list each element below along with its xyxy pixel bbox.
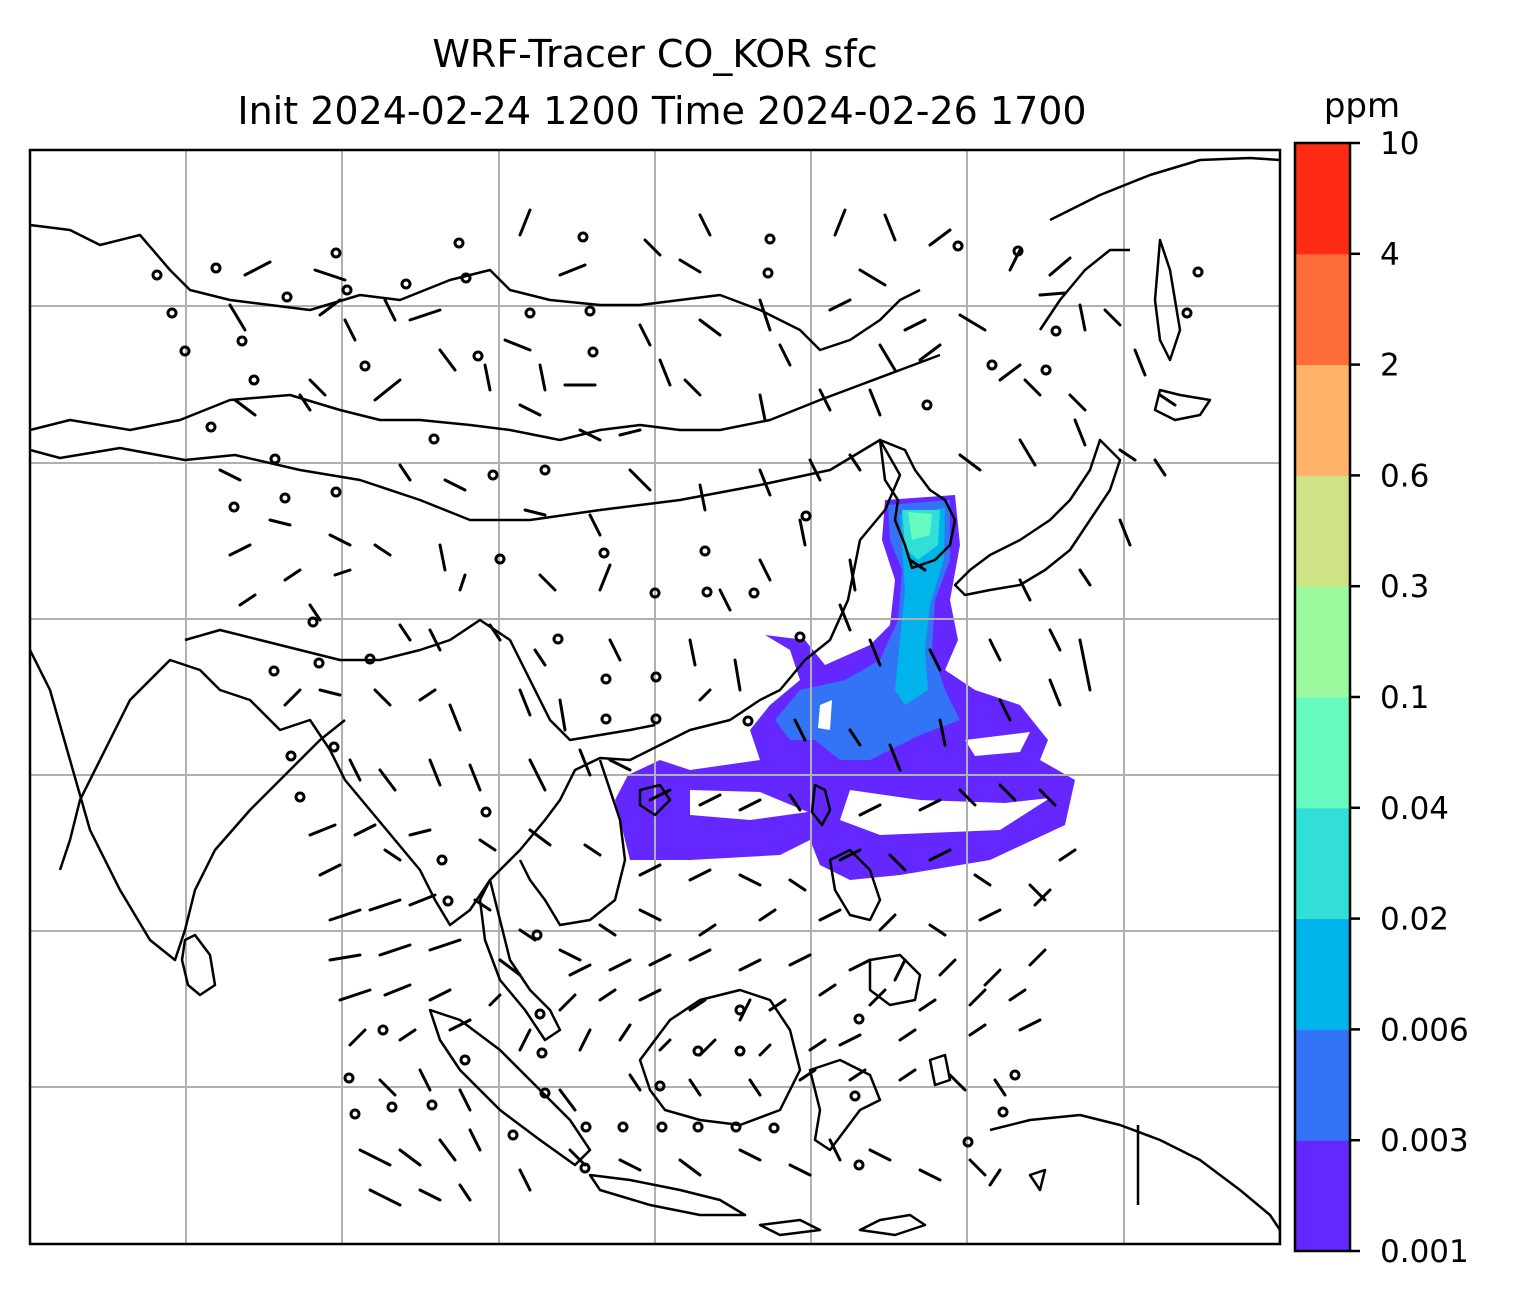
malay-peninsula — [478, 878, 562, 1042]
sumatra — [428, 1008, 592, 1167]
colorbar-tick-label: 2 — [1380, 348, 1400, 384]
colorbar-tick-label: 0.1 — [1380, 680, 1429, 716]
colorbar-segment — [1295, 807, 1350, 920]
sulawesi — [808, 1058, 882, 1152]
colorbar-tick-label: 0.02 — [1380, 902, 1449, 938]
colorbar-segment — [1295, 918, 1350, 1030]
colorbar-tick-label: 0.04 — [1380, 791, 1449, 827]
plume-peak — [908, 512, 932, 540]
hainan — [638, 783, 672, 817]
colorbar: ppm 0.001 0.003 0.006 0.02 0.04 0.1 0.3 0.6 2 4 10 — [1293, 86, 1469, 1270]
colorbar-tick-label: 0.003 — [1380, 1123, 1469, 1159]
map-frame — [28, 148, 1282, 1246]
indochina — [518, 759, 627, 927]
taiwan — [810, 783, 832, 827]
philippines-mindanao — [868, 953, 922, 1007]
map-area — [30, 150, 1280, 1244]
new-guinea — [989, 1113, 1280, 1244]
border-central-1 — [184, 618, 656, 742]
sakhalin — [1153, 238, 1182, 362]
colorbar-tick-label: 0.006 — [1380, 1012, 1469, 1048]
plume-gap-3 — [965, 732, 1030, 756]
plume-gap-4 — [818, 700, 832, 730]
colorbar-tick-label: 4 — [1380, 237, 1400, 273]
colorbar-segment — [1295, 1140, 1350, 1252]
colorbar-segments — [1295, 143, 1350, 1252]
coastline-mainland-asia — [30, 438, 902, 927]
wind-barbs — [218, 208, 1177, 1207]
colorbar-segment — [1295, 475, 1350, 587]
coastlines-and-borders — [30, 156, 1280, 1244]
colorbar-unit-label: ppm — [1324, 86, 1400, 126]
colorbar-segment — [1295, 143, 1350, 255]
border-north-2 — [30, 353, 941, 442]
map-title-line1: WRF-Tracer CO_KOR sfc — [432, 32, 877, 76]
russia-far-east — [1038, 156, 1280, 331]
colorbar-tick-label: 0.6 — [1380, 458, 1429, 494]
japan-hokkaido — [1153, 388, 1212, 422]
map-title-line2: Init 2024-02-24 1200 Time 2024-02-26 170… — [237, 89, 1086, 133]
colorbar-ticks: 0.001 0.003 0.006 0.02 0.04 0.1 0.3 0.6 2 4 10 — [1350, 126, 1469, 1270]
coastline-sri-lanka — [180, 933, 217, 997]
colorbar-tick-label: 0.001 — [1380, 1234, 1469, 1270]
korea-peninsula — [878, 438, 957, 570]
colorbar-segment — [1295, 697, 1350, 809]
colorbar-tick-label: 10 — [1380, 126, 1419, 162]
colorbar-segment — [1295, 253, 1350, 366]
lat-lon-gridlines — [30, 150, 1280, 1244]
java — [588, 1173, 747, 1217]
border-north-1 — [30, 223, 921, 352]
colorbar-segment — [1295, 1029, 1350, 1141]
coastline-india — [30, 649, 346, 962]
plume-gap-2 — [840, 790, 1050, 835]
colorbar-segment — [1295, 364, 1350, 476]
small-islands-east — [758, 1053, 1047, 1237]
calm-wind-markers — [151, 231, 1204, 1174]
colorbar-segment — [1295, 586, 1350, 698]
borneo — [638, 988, 802, 1127]
colorbar-tick-label: 0.3 — [1380, 569, 1429, 605]
japan-honshu — [953, 438, 1122, 597]
